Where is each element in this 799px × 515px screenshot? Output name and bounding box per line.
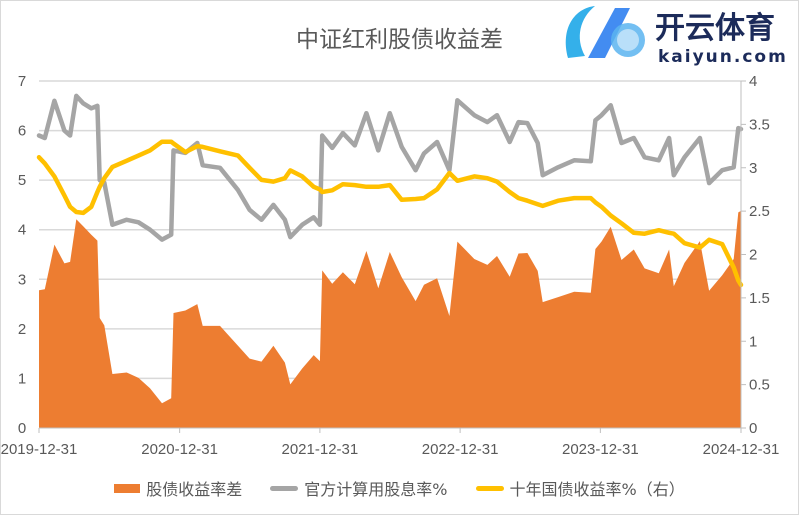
y-right-tick-label: 3.5 <box>749 116 770 133</box>
y-right-tick-label: 0 <box>749 420 757 437</box>
legend-label: 十年国债收益率%（右） <box>509 480 685 499</box>
y-left-tick-label: 7 <box>18 73 26 90</box>
legend-label: 股债收益率差 <box>146 480 243 499</box>
watermark-domain-text: kaiyun.com <box>658 47 788 67</box>
y-left-tick-label: 1 <box>18 370 26 387</box>
y-left-tick-label: 2 <box>18 321 26 338</box>
y-left-tick-label: 6 <box>18 123 26 140</box>
x-tick-label: 2020-12-31 <box>141 441 218 458</box>
chart-title: 中证红利股债收益差 <box>296 27 503 53</box>
y-right-tick-label: 1.5 <box>749 290 770 307</box>
watermark-brand-text: 开云体育 <box>655 11 775 46</box>
chart-legend: 股债收益率差 官方计算用股息率% 十年国债收益率%（右） <box>0 476 799 500</box>
y-right-tick-label: 0.5 <box>749 377 770 394</box>
spread-area <box>39 210 741 428</box>
x-tick-label: 2023-12-31 <box>562 441 639 458</box>
dividend-yield-line <box>36 93 744 242</box>
y-left-tick-label: 5 <box>18 172 26 189</box>
legend-label: 官方计算用股息率% <box>304 480 448 499</box>
kaiyun-watermark-logo: 开云体育 kaiyun.com <box>565 6 788 67</box>
y-right-tick-label: 2 <box>749 247 757 264</box>
y-left-tick-label: 0 <box>18 420 26 437</box>
y-right-tick-label: 3 <box>749 160 757 177</box>
legend-swatch-yellow <box>475 485 504 491</box>
y-left-tick-label: 4 <box>18 222 26 239</box>
x-tick-label: 2019-12-31 <box>1 441 78 458</box>
legend-item-dividend-yield: 官方计算用股息率% <box>270 476 448 500</box>
x-tick-label: 2022-12-31 <box>422 441 499 458</box>
y-right-tick-label: 1 <box>749 333 757 350</box>
legend-swatch-gray <box>270 485 299 491</box>
y-left-tick-label: 3 <box>18 271 26 288</box>
bond-yield-line <box>36 139 744 288</box>
legend-swatch-orange <box>114 483 141 493</box>
x-tick-label: 2021-12-31 <box>282 441 359 458</box>
x-tick-label: 2024-12-31 <box>703 441 780 458</box>
y-right-tick-label: 4 <box>749 73 757 90</box>
legend-item-bond-yield: 十年国债收益率%（右） <box>475 476 685 500</box>
legend-item-spread: 股债收益率差 <box>114 476 242 500</box>
y-right-tick-label: 2.5 <box>749 203 770 220</box>
